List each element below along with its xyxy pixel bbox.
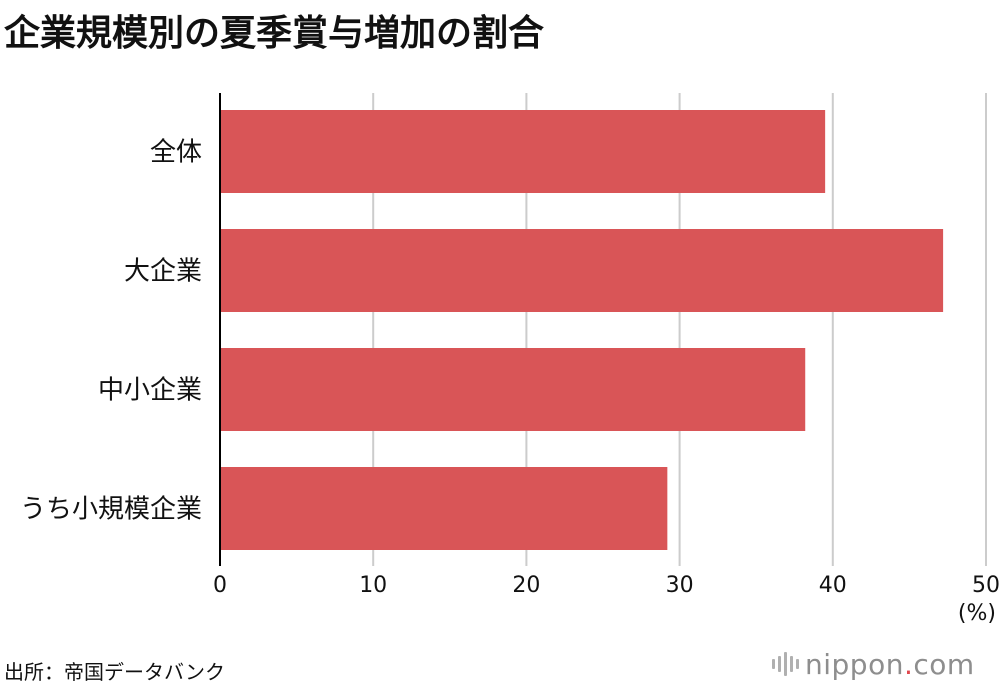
bar-0 — [220, 110, 826, 193]
bars — [220, 110, 944, 550]
bar-1 — [220, 229, 944, 312]
nippon-logo: nippon.com — [772, 646, 975, 682]
x-tick-label: 0 — [213, 573, 227, 598]
x-axis-unit: (%) — [958, 601, 996, 626]
category-label: 大企業 — [124, 257, 202, 287]
x-tick-label: 30 — [666, 573, 694, 598]
chart-title: 企業規模別の夏季賞与増加の割合 — [4, 13, 545, 54]
x-tick-label: 50 — [972, 573, 1000, 598]
category-label: 全体 — [150, 138, 202, 168]
logo-text: nippon.com — [805, 647, 975, 681]
category-label: うち小規模企業 — [20, 495, 202, 525]
bar-3 — [220, 467, 668, 550]
source-note: 出所：帝国データバンク — [4, 660, 225, 684]
x-tick-label: 20 — [512, 573, 540, 598]
logo-bars-icon — [772, 650, 799, 678]
bar-2 — [220, 348, 806, 431]
x-tick-labels: 0 10 20 30 40 50 — [213, 573, 1000, 598]
x-tick-label: 40 — [819, 573, 847, 598]
category-label: 中小企業 — [98, 376, 202, 406]
x-tick-label: 10 — [359, 573, 387, 598]
